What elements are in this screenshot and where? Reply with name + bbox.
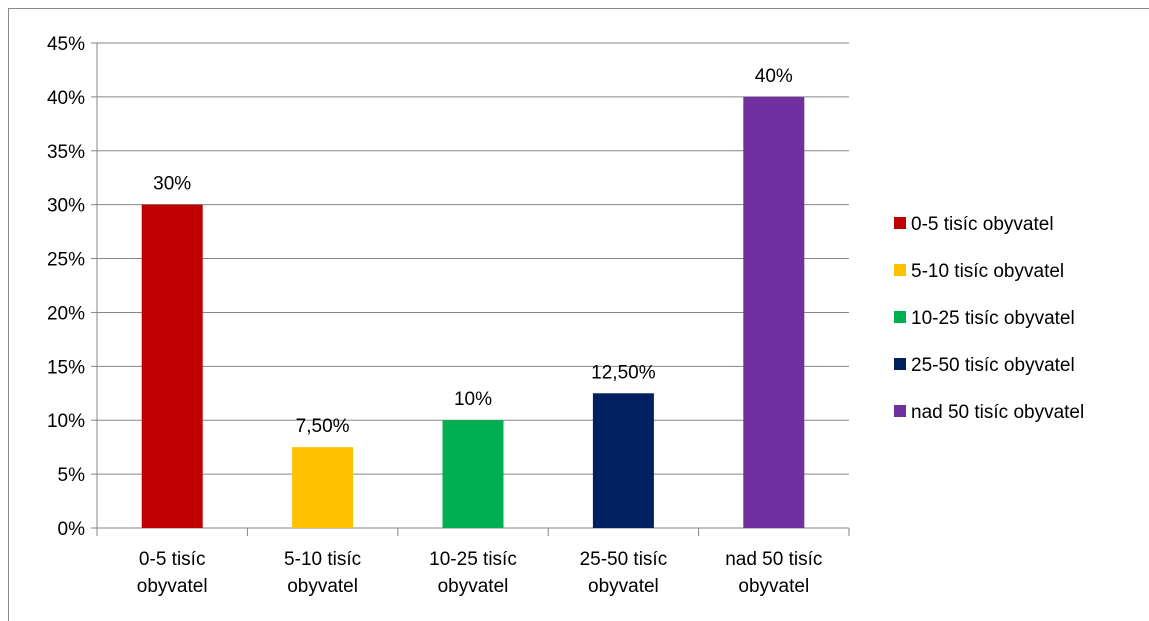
- y-tick-label: 15%: [47, 357, 85, 378]
- bar: [141, 204, 203, 528]
- x-tick-label: 5-10 tisíc: [284, 549, 361, 570]
- x-tick-label: obyvatel: [287, 576, 358, 597]
- data-label: 7,50%: [296, 416, 350, 437]
- y-tick-label: 25%: [47, 250, 85, 271]
- x-tick-label: nad 50 tisíc: [725, 549, 822, 570]
- data-label: 40%: [755, 66, 793, 87]
- legend-label: 10-25 tisíc obyvatel: [911, 308, 1075, 329]
- y-tick-label: 40%: [47, 88, 85, 109]
- y-tick-label: 5%: [58, 465, 86, 486]
- x-tick-label: 10-25 tisíc: [429, 549, 517, 570]
- chart-frame: [8, 8, 1149, 621]
- legend-swatch: [894, 358, 906, 370]
- y-tick-label: 0%: [58, 519, 86, 540]
- x-tick-label: obyvatel: [438, 576, 509, 597]
- y-tick-label: 10%: [47, 411, 85, 432]
- x-tick-label: obyvatel: [738, 576, 809, 597]
- data-label: 30%: [153, 174, 191, 195]
- x-tick-label: obyvatel: [137, 576, 208, 597]
- y-tick-label: 30%: [47, 196, 85, 217]
- y-tick-label: 20%: [47, 303, 85, 324]
- bar: [743, 96, 805, 528]
- x-tick-label: obyvatel: [588, 576, 659, 597]
- y-tick-label: 45%: [47, 34, 85, 55]
- legend: 0-5 tisíc obyvatel 5-10 tisíc obyvatel 10-…: [894, 214, 1084, 423]
- data-label: 12,50%: [591, 362, 656, 383]
- legend-swatch: [894, 217, 906, 229]
- legend-label: 0-5 tisíc obyvatel: [911, 214, 1054, 235]
- data-label: 10%: [454, 389, 492, 410]
- bar: [592, 393, 654, 528]
- legend-swatch: [894, 405, 906, 417]
- bars: [141, 96, 805, 528]
- bar: [442, 420, 504, 528]
- data-labels: 30% 7,50% 10% 12,50% 40%: [153, 66, 793, 437]
- legend-swatch: [894, 264, 906, 276]
- legend-label: 25-50 tisíc obyvatel: [911, 355, 1075, 376]
- y-tick-label: 35%: [47, 142, 85, 163]
- x-tick-label: 25-50 tisíc: [580, 549, 668, 570]
- bar: [292, 447, 354, 528]
- x-tick-label: 0-5 tisíc: [139, 549, 206, 570]
- legend-label: nad 50 tisíc obyvatel: [911, 402, 1084, 423]
- legend-label: 5-10 tisíc obyvatel: [911, 261, 1064, 282]
- legend-swatch: [894, 311, 906, 323]
